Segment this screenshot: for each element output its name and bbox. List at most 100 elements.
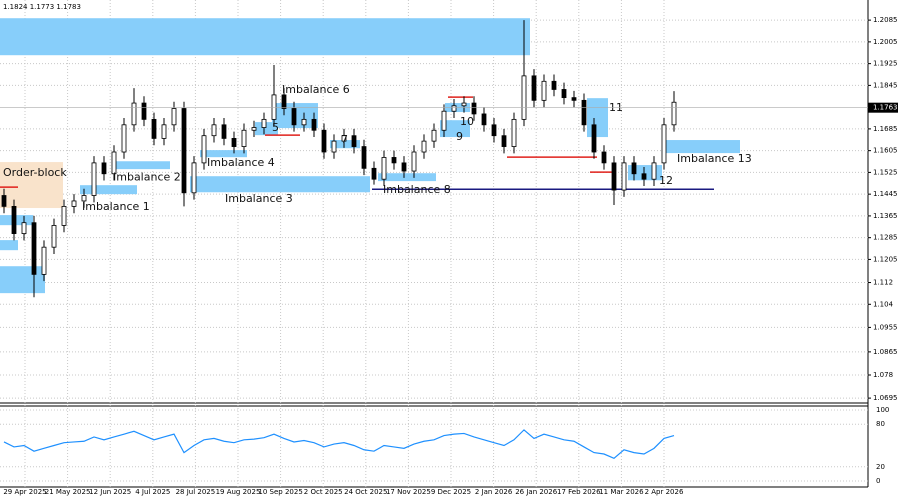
candle-body <box>621 162 627 191</box>
candle-body <box>31 222 37 275</box>
candle-body <box>601 151 607 164</box>
x-tick-label: 2 Jan 2026 <box>475 488 513 496</box>
candle-body <box>121 124 127 153</box>
zone-label: Order-block <box>3 166 67 179</box>
candle-body <box>261 118 267 128</box>
zone-label: Imbalance 13 <box>677 152 752 165</box>
zone <box>440 120 470 138</box>
candle-body <box>391 157 397 164</box>
candle-body <box>341 135 347 142</box>
candle-body <box>1 195 7 207</box>
candle-body <box>461 102 467 107</box>
candle-body <box>141 102 147 120</box>
rsi-tick-label: 80 <box>876 420 885 428</box>
candle-body <box>371 167 377 180</box>
x-tick-label: 11 Mar 2026 <box>599 488 644 496</box>
candle-body <box>411 151 417 172</box>
x-tick-label: 2 Apr 2026 <box>645 488 684 496</box>
rsi-line <box>3 429 675 459</box>
candle-body <box>671 101 677 126</box>
y-tick-label: 1.1685 <box>873 125 898 133</box>
candle-body <box>201 135 207 164</box>
candle-body <box>71 200 77 207</box>
candle-body <box>521 75 527 120</box>
y-tick-label: 1.0695 <box>873 394 898 402</box>
x-tick-label: 24 Oct 2025 <box>344 488 387 496</box>
candle-body <box>131 102 137 126</box>
candle-body <box>561 89 567 99</box>
candle-body <box>151 118 157 139</box>
zone <box>0 162 63 209</box>
zone <box>190 176 370 193</box>
rsi-tick-label: 20 <box>876 463 885 471</box>
candle-body <box>401 162 407 172</box>
y-tick-label: 1.1365 <box>873 212 898 220</box>
candle-body <box>491 124 497 137</box>
x-tick-label: 17 Nov 2025 <box>386 488 431 496</box>
x-tick-label: 9 Dec 2025 <box>431 488 471 496</box>
candle-body <box>421 140 427 153</box>
y-tick-label: 1.1845 <box>873 81 898 89</box>
zone <box>378 173 436 182</box>
y-tick-label: 1.2085 <box>873 16 898 24</box>
candle-body <box>481 113 487 126</box>
y-tick-label: 1.1605 <box>873 147 898 155</box>
candle-body <box>331 140 337 153</box>
candle-body <box>211 124 217 137</box>
candle-body <box>531 75 537 101</box>
x-tick-label: 17 Feb 2026 <box>557 488 601 496</box>
candle-body <box>351 135 357 147</box>
zone <box>0 215 33 226</box>
candle-body <box>311 118 317 131</box>
candle-body <box>51 225 57 248</box>
candle-body <box>431 129 437 142</box>
y-tick-label: 1.1285 <box>873 234 898 242</box>
rsi-tick-label: 0 <box>876 477 880 485</box>
zone-label: 7 <box>341 133 348 146</box>
zone-label: Imbalance 2 <box>113 170 181 183</box>
candle-body <box>81 195 87 202</box>
candle-body <box>641 173 647 180</box>
x-tick-label: 29 Apr 2025 <box>3 488 46 496</box>
candle-body <box>511 118 517 147</box>
x-tick-label: 28 Jul 2025 <box>176 488 216 496</box>
zone-label: 5 <box>272 121 279 134</box>
zone <box>0 266 45 294</box>
candle-body <box>651 162 657 180</box>
zone <box>330 140 360 149</box>
candle-body <box>101 162 107 175</box>
zone <box>662 140 740 154</box>
candle-body <box>61 205 67 226</box>
x-tick-label: 19 Aug 2025 <box>216 488 261 496</box>
candle-body <box>111 151 117 175</box>
candle-body <box>611 162 617 191</box>
candle-body <box>191 162 197 194</box>
candle-body <box>631 162 637 175</box>
candle-body <box>181 108 187 194</box>
candle-body <box>251 127 257 131</box>
x-tick-label: 4 Jul 2025 <box>135 488 170 496</box>
candle-body <box>541 80 547 101</box>
candle-body <box>551 80 557 90</box>
x-tick-label: 10 Sep 2025 <box>258 488 302 496</box>
current-price-label: 1.1763 <box>873 104 898 112</box>
y-tick-label: 1.1445 <box>873 190 898 198</box>
candle-body <box>221 124 227 139</box>
y-tick-label: 1.112 <box>873 279 893 287</box>
zone <box>0 18 530 56</box>
candle-body <box>581 99 587 126</box>
x-tick-label: 12 Jun 2025 <box>89 488 131 496</box>
zone-label: Imbalance 3 <box>225 192 293 205</box>
zone-label: Imbalance 6 <box>282 83 350 96</box>
candle-body <box>41 246 47 275</box>
candle-body <box>281 94 287 109</box>
candle-body <box>231 138 237 147</box>
zone-label: 12 <box>659 174 673 187</box>
zone-label: Imbalance 1 <box>82 200 150 213</box>
y-tick-label: 1.1925 <box>873 60 898 68</box>
candle-body <box>21 222 27 234</box>
zone <box>80 185 137 195</box>
candle-body <box>571 97 577 101</box>
